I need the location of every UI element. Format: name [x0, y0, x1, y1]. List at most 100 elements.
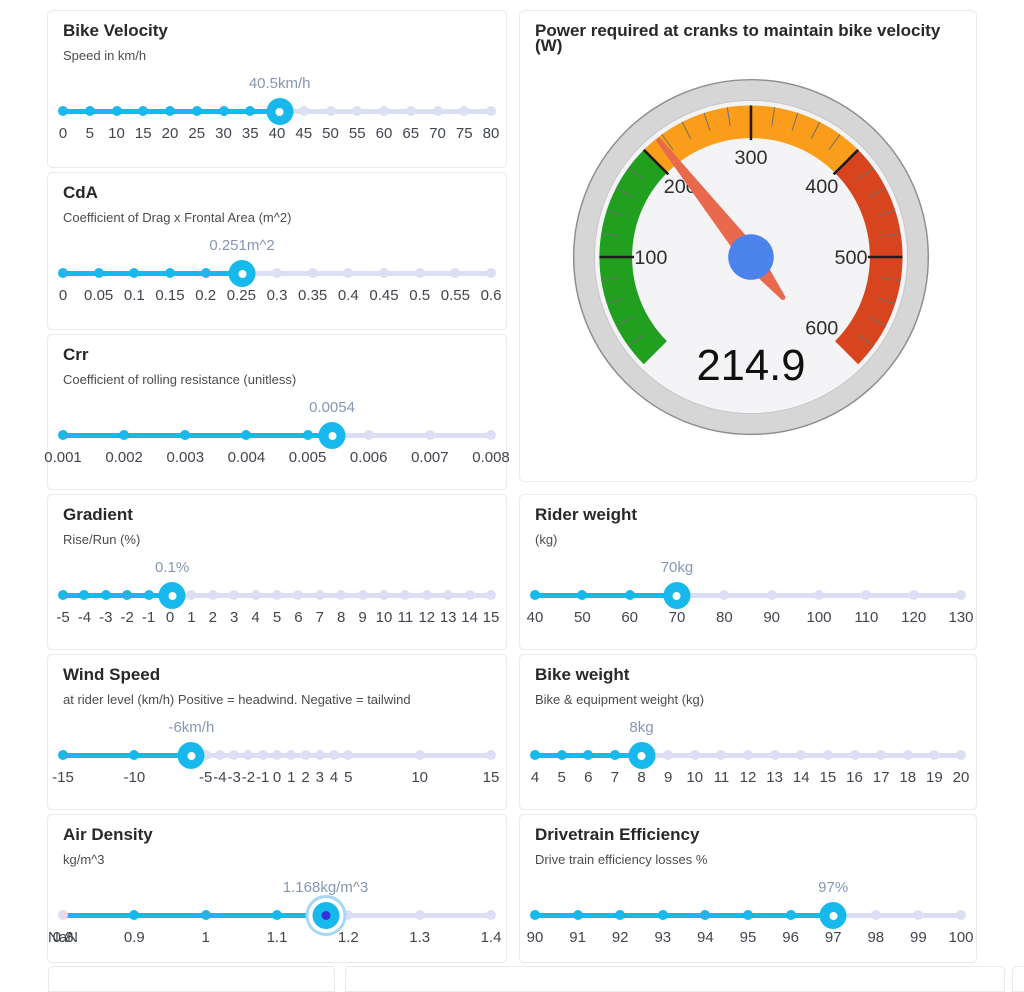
- slider-mark-dot: [241, 430, 252, 440]
- slider-handle[interactable]: [663, 582, 691, 609]
- slider-mark-dot: [129, 268, 140, 278]
- slider-tick-label: 0.5: [409, 287, 431, 304]
- slider-mark-dot: [272, 910, 282, 920]
- slider-tick-label: 7: [315, 609, 324, 626]
- slider-tick-label: 6: [294, 609, 303, 626]
- slider-tick-label: 7: [610, 769, 620, 786]
- gauge-minor-tick: [601, 232, 620, 237]
- slider-mark-dot: [849, 750, 860, 760]
- slider-tick-label: -2: [241, 769, 256, 786]
- gauge-minor-tick: [858, 334, 874, 347]
- slider-mark-dot: [657, 910, 668, 920]
- gradient-slider[interactable]: -5 -4 -3 -2 -1 0 1 2 3 4 5 6 7 8 9 10 11 12 13 14 15 0.1%: [56, 553, 499, 631]
- slider-tick-label: 50: [322, 125, 339, 142]
- slider-tick-label: 9: [358, 609, 367, 626]
- slider-tick-label: 0.35: [298, 287, 328, 304]
- slider-handle[interactable]: [312, 902, 339, 929]
- slider-tick-label: 110: [854, 609, 879, 626]
- slider-rail[interactable]: [535, 593, 961, 598]
- slider-mark-dot: [300, 750, 311, 760]
- slider-mark-dot: [486, 910, 496, 920]
- slider-track-fill: [535, 593, 677, 598]
- slider-handle[interactable]: [318, 422, 346, 449]
- card-bike-weight: Bike weight Bike & equipment weight (kg)…: [519, 654, 977, 810]
- gauge-minor-tick: [791, 112, 799, 131]
- slider-mark-dot: [913, 910, 924, 920]
- slider-track-fill: [63, 433, 333, 438]
- slider-handle[interactable]: [228, 260, 256, 287]
- slider-mark-dot: [743, 910, 753, 920]
- slider-mark-dot: [421, 590, 432, 600]
- slider-tick-label: 0: [272, 769, 282, 786]
- slider-track-fill: [63, 913, 326, 918]
- gauge-minor-tick: [882, 232, 901, 237]
- gauge-minor-tick: [771, 107, 776, 126]
- bike-velocity-slider[interactable]: 0 5 10 15 20 25 30 35 40 45 50 55 60 65 70 75 80 40.5km/h: [58, 69, 499, 147]
- slider-tick-label: 25: [188, 125, 206, 142]
- card-power-gauge: Power required at cranks to maintain bik…: [519, 10, 977, 482]
- card-drivetrain-efficiency: Drivetrain Efficiency Drive train effici…: [519, 814, 977, 963]
- slider-value-label: 40.5km/h: [248, 75, 311, 92]
- gauge-minor-tick: [877, 209, 896, 217]
- slider-tick-label: 90: [763, 609, 780, 626]
- slider-mark-dot: [876, 750, 887, 760]
- slider-tick-label: 16: [846, 769, 863, 786]
- rider-weight-slider[interactable]: 40 50 60 70 80 90 100 110 120 130 70kg: [527, 553, 974, 631]
- slider-tick-label: 1.2: [337, 929, 359, 946]
- slider-handle[interactable]: [819, 902, 847, 929]
- drivetrain-efficiency-slider[interactable]: 90 91 92 93 94 95 96 97 98 99 100 97%: [527, 873, 974, 951]
- slider-mark-dot: [663, 750, 674, 760]
- card-crr: Crr Coefficient of rolling resistance (u…: [44, 334, 510, 490]
- slider-mark-dot: [583, 750, 594, 760]
- slider-mark-dot: [424, 430, 435, 440]
- slider-mark-dot: [414, 750, 425, 760]
- cda-slider[interactable]: 0 0.05 0.1 0.15 0.2 0.25 0.3 0.35 0.4 0.45 0.5 0.55…: [58, 231, 501, 309]
- slider-tick-label: 50: [573, 609, 591, 626]
- slider-handle[interactable]: [158, 582, 186, 609]
- slider-tick-label: 20: [952, 769, 970, 786]
- slider-mark-dot: [191, 106, 202, 116]
- slider-tick-label: -3: [227, 769, 241, 786]
- slider-value-label: 1.168kg/m^3: [282, 879, 369, 896]
- slider-tick-label: 0.002: [105, 449, 143, 466]
- slider-tick-label: -2: [120, 609, 134, 626]
- slider-tick-label: 5: [344, 769, 353, 786]
- slider-mark-dot: [530, 590, 540, 600]
- gauge-band: [643, 105, 859, 173]
- slider-handle[interactable]: [628, 742, 655, 769]
- slider-value-label: 0.0054: [309, 399, 355, 416]
- slider-tick-label: 75: [455, 125, 473, 142]
- gauge-minor-tick: [628, 167, 644, 180]
- slider-mark-dot: [902, 750, 913, 760]
- slider-tick-label: 0.007: [411, 449, 449, 466]
- slider-mark-dot: [766, 590, 777, 600]
- slider-mark-dot: [100, 590, 111, 600]
- slider-mark-dot: [84, 106, 95, 116]
- gauge-minor-tick: [877, 297, 896, 305]
- slider-mark-dot: [165, 268, 175, 278]
- crr-slider[interactable]: 0.001 0.002 0.003 0.004 0.005 0.006 0.007 0.008…: [44, 393, 510, 471]
- slider-mark-dot: [58, 268, 68, 278]
- slider-mark-dot: [352, 106, 363, 116]
- air-density-slider[interactable]: 0.8 NaN 0.9 1 1.1 1.2 1.3 1.4 1.168kg/m^3: [48, 873, 501, 951]
- slider-tick-label: 80: [482, 125, 500, 142]
- slider-tick-label: 90: [526, 929, 544, 946]
- gauge-minor-tick: [726, 107, 731, 126]
- slider-tick-label: 40: [526, 609, 544, 626]
- slider-tick-label: 9: [663, 769, 673, 786]
- slider-tick-label: 10: [686, 769, 704, 786]
- slider-tick-label: -15: [52, 769, 74, 786]
- slider-handle[interactable]: [177, 742, 205, 769]
- card-title: Rider weight: [535, 505, 638, 524]
- slider-tick-label: 98: [867, 929, 885, 946]
- bike-weight-slider[interactable]: 4 5 6 7 8 9 10 11 12 13 14 15 16 17 18 19 20 8kg: [530, 713, 969, 791]
- slider-tick-label: 17: [872, 769, 890, 786]
- gauge-minor-tick: [858, 167, 874, 180]
- slider-tick-label: 93: [654, 929, 672, 946]
- slider-handle[interactable]: [266, 98, 294, 125]
- slider-tick-label: 97: [824, 929, 842, 946]
- slider-mark-dot: [615, 910, 626, 920]
- slider-tick-label: 5: [85, 125, 94, 142]
- wind-speed-slider[interactable]: -15 -10 -5 -4 -3 -2 -1 0 1 2 3 4 5 10 15 -6km/h: [52, 713, 499, 791]
- gauge-minor-tick: [628, 334, 644, 347]
